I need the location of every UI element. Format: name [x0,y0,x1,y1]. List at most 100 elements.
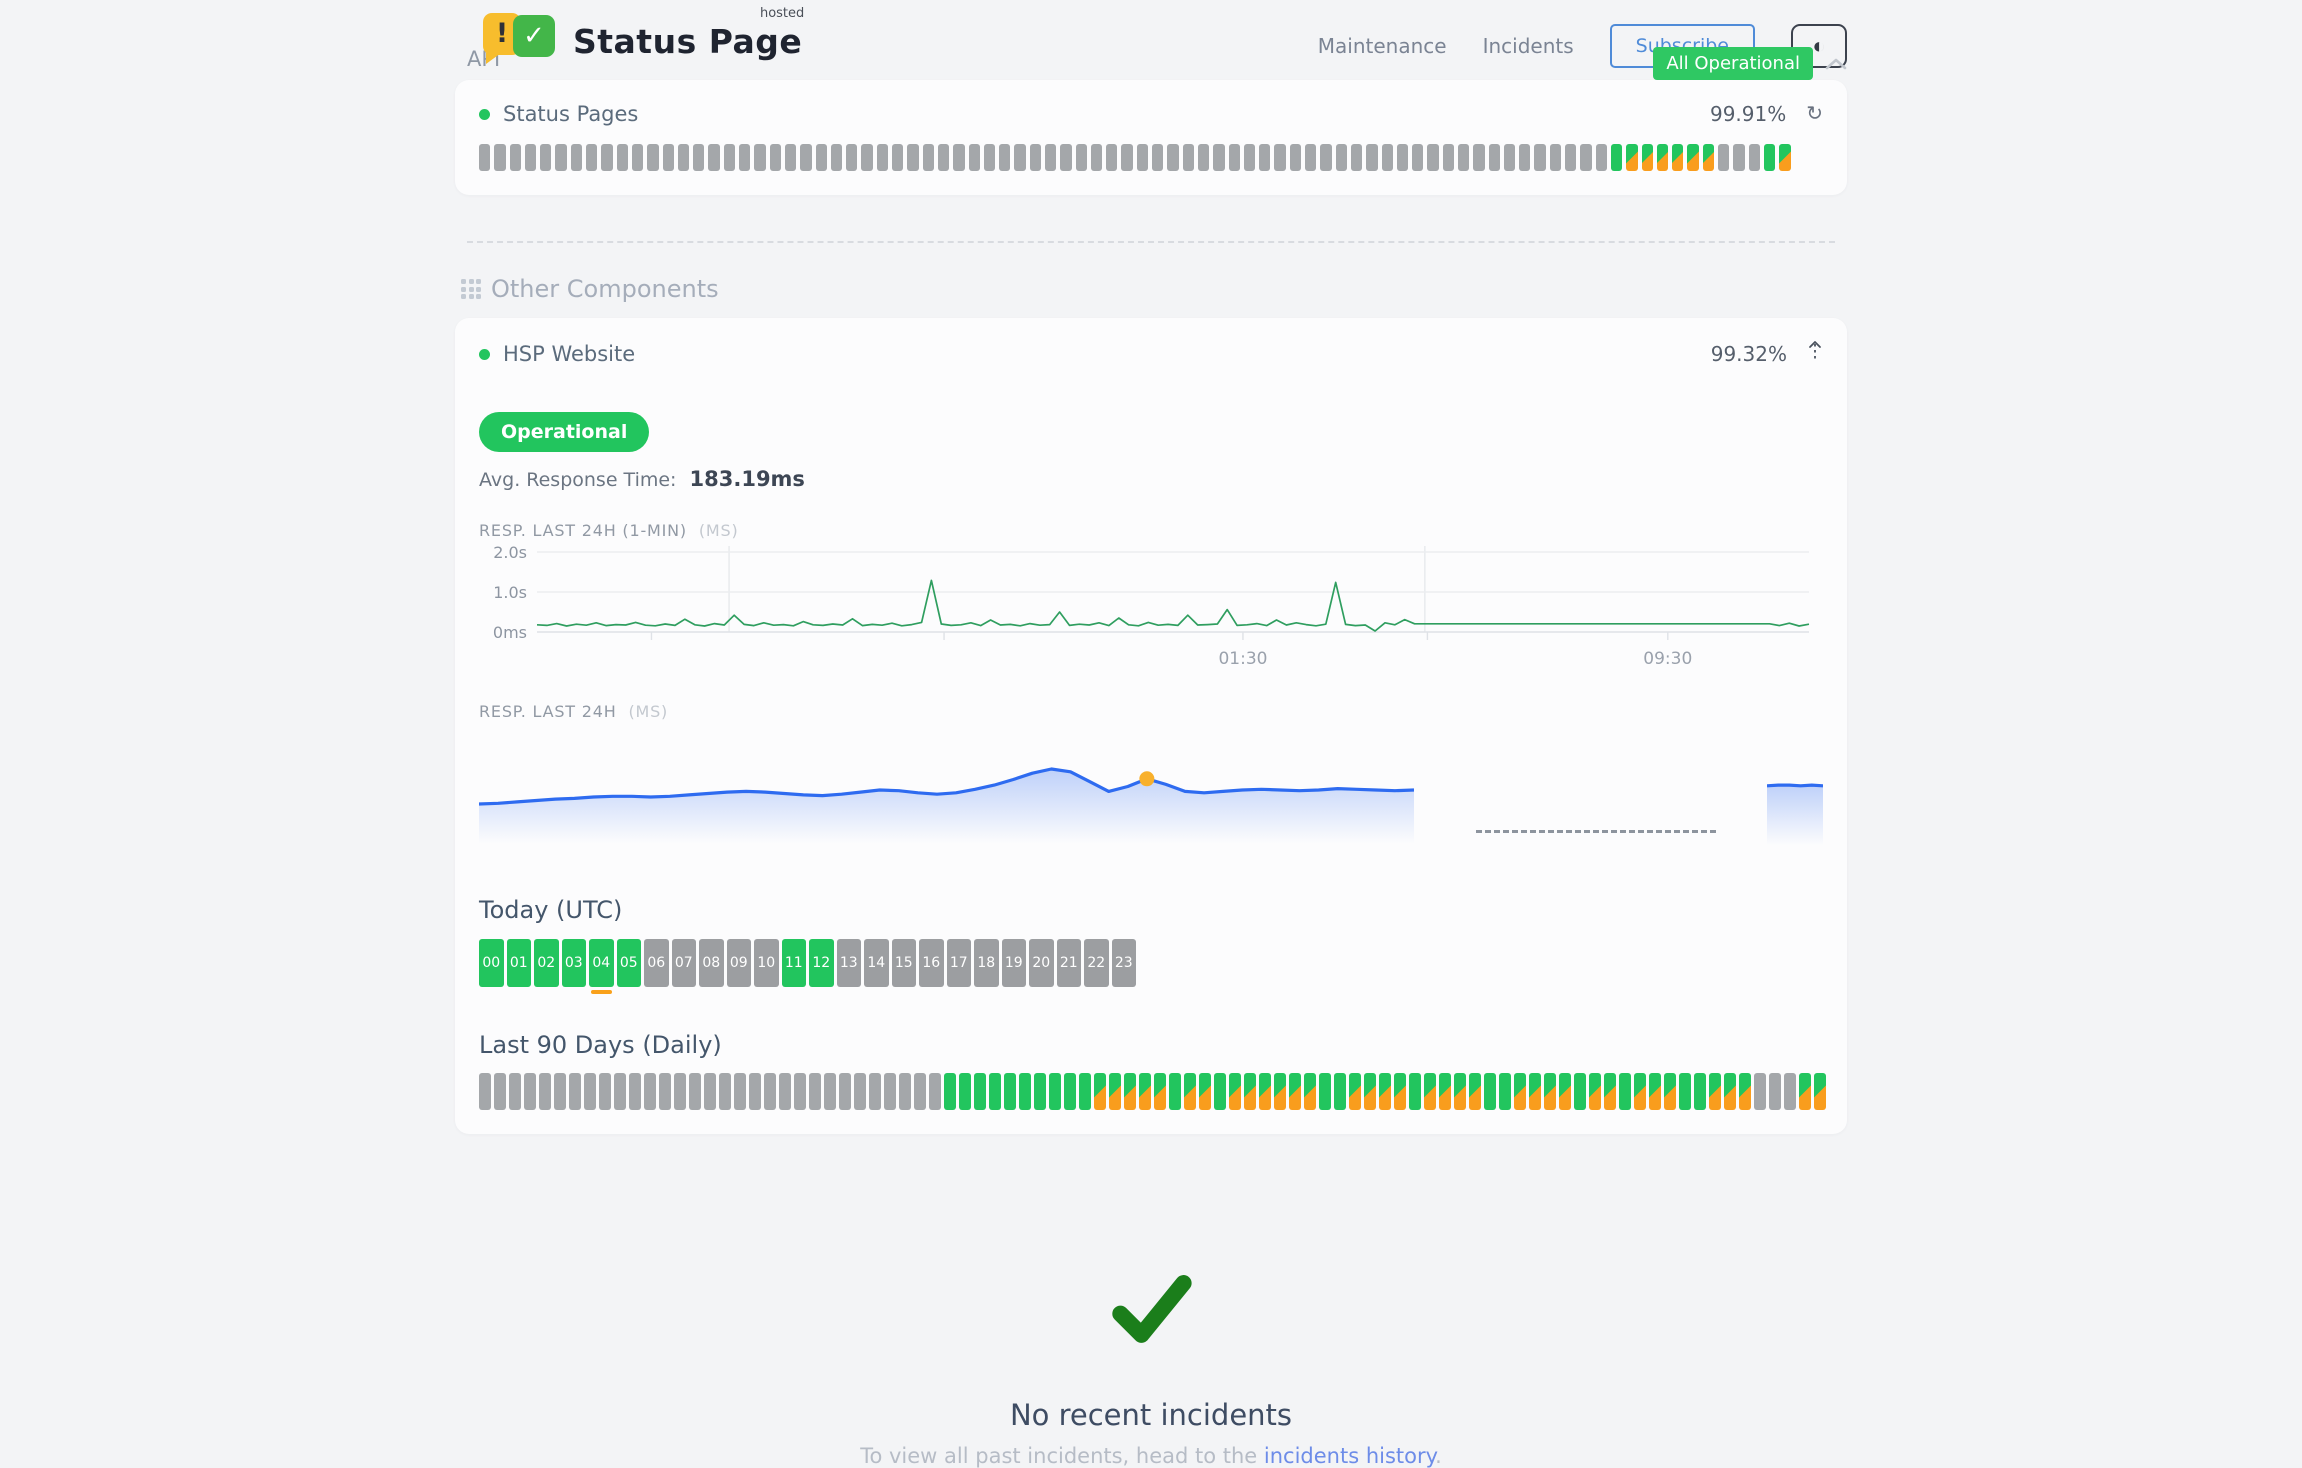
hour-block-01[interactable]: 01 [506,939,531,987]
uptime-bar-unknown[interactable] [800,144,812,171]
hour-block-04[interactable]: 04 [589,939,614,994]
brand-logo[interactable]: ! ✓ hosted Status Page [483,6,804,64]
uptime-bar-unknown[interactable] [674,1073,686,1110]
uptime-bar-unknown[interactable] [734,1073,746,1110]
uptime-bar-unknown[interactable] [1595,144,1607,171]
hour-block-22[interactable]: 22 [1084,939,1109,987]
uptime-bar-degraded[interactable] [1589,1073,1601,1110]
uptime-bar-up[interactable] [1169,1073,1181,1110]
hour-block-10[interactable]: 10 [754,939,779,987]
uptime-bar-degraded[interactable] [1154,1073,1166,1110]
uptime-bar-degraded[interactable] [1439,1073,1451,1110]
uptime-bar-unknown[interactable] [749,1073,761,1110]
uptime-bar-up[interactable] [1499,1073,1511,1110]
uptime-bar-unknown[interactable] [764,1073,776,1110]
uptime-bar-up[interactable] [1763,144,1776,171]
uptime-bar-degraded[interactable] [1656,144,1669,171]
hour-block-16[interactable]: 16 [919,939,944,987]
uptime-bar-degraded[interactable] [1304,1073,1316,1110]
uptime-bar-degraded[interactable] [1469,1073,1481,1110]
uptime-bar-unknown[interactable] [524,144,537,171]
hour-block-23[interactable]: 23 [1111,939,1136,987]
uptime-bar-unknown[interactable] [907,144,919,171]
uptime-bar-up[interactable] [1214,1073,1226,1110]
uptime-bar-unknown[interactable] [1029,144,1041,171]
hour-block-05[interactable]: 05 [616,939,641,987]
uptime-bar-unknown[interactable] [723,144,736,171]
uptime-bar-unknown[interactable] [1335,144,1347,171]
uptime-bar-unknown[interactable] [953,144,965,171]
uptime-bar-up[interactable] [974,1073,986,1110]
uptime-bar-degraded[interactable] [1424,1073,1436,1110]
uptime-bar-unknown[interactable] [1580,144,1592,171]
uptime-bar-unknown[interactable] [629,1073,641,1110]
hour-block-02[interactable]: 02 [534,939,559,987]
uptime-bar-up[interactable] [1064,1073,1076,1110]
uptime-bar-unknown[interactable] [494,1073,506,1110]
hour-block-07[interactable]: 07 [671,939,696,987]
uptime-bar-unknown[interactable] [509,1073,521,1110]
uptime-bar-degraded[interactable] [1259,1073,1271,1110]
uptime-bar-degraded[interactable] [1724,1073,1736,1110]
uptime-bar-degraded[interactable] [1514,1073,1526,1110]
uptime-bar-unknown[interactable] [708,144,720,171]
uptime-bar-degraded[interactable] [1559,1073,1571,1110]
uptime-bar-unknown[interactable] [809,1073,821,1110]
uptime-bar-unknown[interactable] [647,144,659,171]
hour-block-12[interactable]: 12 [809,939,834,987]
uptime-bar-unknown[interactable] [1396,144,1409,171]
uptime-bar-unknown[interactable] [1519,144,1531,171]
incidents-history-link[interactable]: incidents history [1263,1444,1436,1468]
uptime-bar-degraded[interactable] [1109,1073,1121,1110]
uptime-bar-degraded[interactable] [1649,1073,1661,1110]
uptime-bar-up[interactable] [1334,1073,1346,1110]
uptime-bar-unknown[interactable] [779,1073,791,1110]
uptime-bar-unknown[interactable] [929,1073,941,1110]
uptime-bar-unknown[interactable] [1136,144,1149,171]
uptime-bar-unknown[interactable] [794,1073,806,1110]
uptime-bar-unknown[interactable] [922,144,934,171]
uptime-bar-degraded[interactable] [1244,1073,1256,1110]
uptime-bar-unknown[interactable] [554,1073,566,1110]
uptime-bar-unknown[interactable] [1243,144,1256,171]
uptime-bar-degraded[interactable] [1349,1073,1361,1110]
uptime-bar-unknown[interactable] [693,144,705,171]
hour-block-17[interactable]: 17 [946,939,971,987]
uptime-bar-degraded[interactable] [1124,1073,1136,1110]
uptime-bar-up[interactable] [1004,1073,1016,1110]
uptime-bar-unknown[interactable] [616,144,628,171]
uptime-bar-unknown[interactable] [1534,144,1546,171]
uptime-bar-up[interactable] [959,1073,971,1110]
uptime-bar-degraded[interactable] [1641,144,1653,171]
uptime-bar-unknown[interactable] [1412,144,1424,171]
uptime-bar-unknown[interactable] [479,144,491,171]
uptime-bar-degraded[interactable] [1739,1073,1751,1110]
uptime-bar-unknown[interactable] [968,144,980,171]
uptime-bar-degraded[interactable] [1364,1073,1376,1110]
uptime-bar-up[interactable] [1619,1073,1631,1110]
uptime-bar-unknown[interactable] [861,144,873,171]
uptime-bar-unknown[interactable] [539,1073,551,1110]
uptime-bar-degraded[interactable] [1289,1073,1301,1110]
uptime-bar-up[interactable] [1409,1073,1421,1110]
uptime-bar-degraded[interactable] [1394,1073,1406,1110]
uptime-bar-degraded[interactable] [1702,144,1715,171]
uptime-bar-unknown[interactable] [1718,144,1730,171]
uptime-bar-degraded[interactable] [1274,1073,1286,1110]
uptime-bar-unknown[interactable] [1784,1073,1796,1110]
uptime-bar-unknown[interactable] [689,1073,701,1110]
nav-incidents[interactable]: Incidents [1482,34,1574,58]
uptime-bar-degraded[interactable] [1779,144,1791,171]
uptime-bar-degraded[interactable] [1799,1073,1811,1110]
hour-block-14[interactable]: 14 [864,939,889,987]
hour-block-00[interactable]: 00 [479,939,504,987]
uptime-bar-degraded[interactable] [1672,144,1684,171]
uptime-bar-unknown[interactable] [1090,144,1103,171]
hour-block-03[interactable]: 03 [561,939,586,987]
uptime-bar-degraded[interactable] [1199,1073,1211,1110]
uptime-bar-unknown[interactable] [569,1073,581,1110]
uptime-bar-unknown[interactable] [1274,144,1286,171]
uptime-bar-up[interactable] [1679,1073,1691,1110]
uptime-bar-up[interactable] [1079,1073,1091,1110]
uptime-bar-unknown[interactable] [479,1073,491,1110]
